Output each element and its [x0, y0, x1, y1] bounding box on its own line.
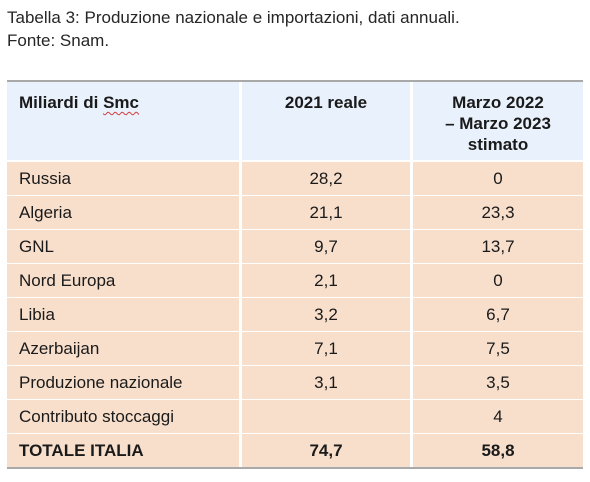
table-total-row: TOTALE ITALIA 74,7 58,8	[7, 434, 583, 469]
header-2021: 2021 reale	[242, 82, 413, 160]
table-caption: Tabella 3: Produzione nazionale e import…	[7, 6, 583, 52]
total-value-estimate: 58,8	[413, 434, 583, 467]
row-value-estimate: 6,7	[413, 298, 583, 331]
data-table: Miliardi di Smc 2021 reale Marzo 2022 – …	[7, 80, 583, 469]
row-value-2021: 28,2	[242, 162, 413, 195]
row-label: GNL	[7, 230, 242, 263]
row-value-estimate: 3,5	[413, 366, 583, 399]
row-label: Libia	[7, 298, 242, 331]
row-value-2021: 9,7	[242, 230, 413, 263]
table-row: Algeria 21,1 23,3	[7, 196, 583, 230]
row-value-estimate: 13,7	[413, 230, 583, 263]
row-label: Azerbaijan	[7, 332, 242, 365]
total-label: TOTALE ITALIA	[7, 434, 242, 467]
header-estimate: Marzo 2022 – Marzo 2023 stimato	[413, 82, 583, 160]
caption-title: Tabella 3: Produzione nazionale e import…	[7, 8, 460, 27]
header-unit-prefix: Miliardi di	[19, 93, 104, 112]
table-row: Contributo stoccaggi 4	[7, 400, 583, 434]
row-value-estimate: 0	[413, 162, 583, 195]
header-unit-smc: Smc	[103, 93, 139, 112]
table-row: Russia 28,2 0	[7, 162, 583, 196]
row-value-2021: 2,1	[242, 264, 413, 297]
row-label: Russia	[7, 162, 242, 195]
header-estimate-label: Marzo 2022 – Marzo 2023 stimato	[445, 93, 551, 154]
row-value-estimate: 23,3	[413, 196, 583, 229]
caption-source: Fonte: Snam.	[7, 31, 110, 50]
table-row: Nord Europa 2,1 0	[7, 264, 583, 298]
row-value-2021	[242, 400, 413, 433]
table-header-row: Miliardi di Smc 2021 reale Marzo 2022 – …	[7, 82, 583, 162]
table-row: GNL 9,7 13,7	[7, 230, 583, 264]
table-row: Produzione nazionale 3,1 3,5	[7, 366, 583, 400]
row-value-2021: 7,1	[242, 332, 413, 365]
table-row: Azerbaijan 7,1 7,5	[7, 332, 583, 366]
row-value-2021: 21,1	[242, 196, 413, 229]
row-label: Algeria	[7, 196, 242, 229]
row-value-estimate: 7,5	[413, 332, 583, 365]
row-value-2021: 3,2	[242, 298, 413, 331]
header-unit: Miliardi di Smc	[7, 82, 242, 160]
total-value-2021: 74,7	[242, 434, 413, 467]
row-label: Contributo stoccaggi	[7, 400, 242, 433]
row-label: Produzione nazionale	[7, 366, 242, 399]
row-value-estimate: 4	[413, 400, 583, 433]
table-row: Libia 3,2 6,7	[7, 298, 583, 332]
row-label: Nord Europa	[7, 264, 242, 297]
row-value-2021: 3,1	[242, 366, 413, 399]
row-value-estimate: 0	[413, 264, 583, 297]
